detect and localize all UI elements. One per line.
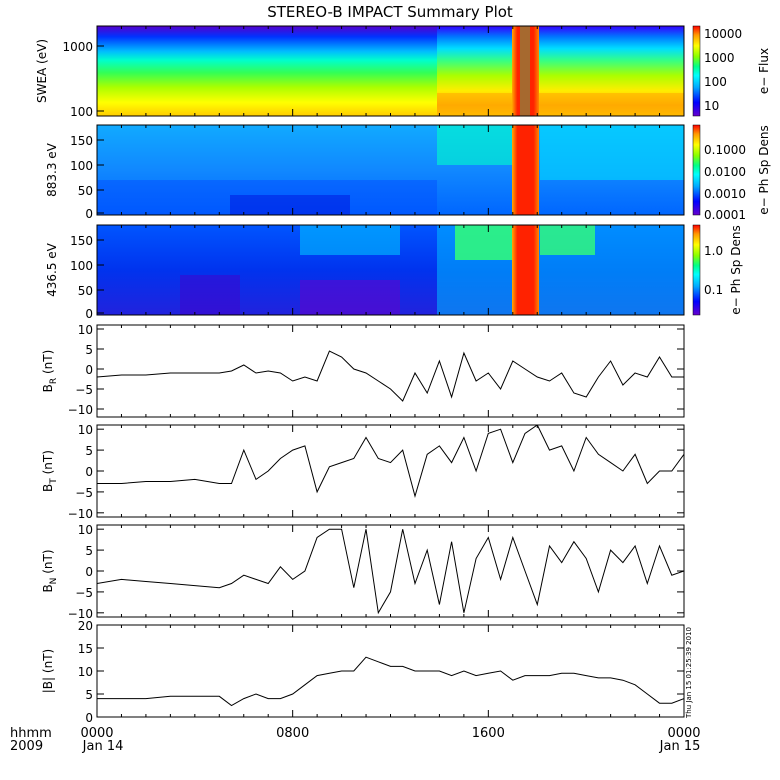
pad-436-colorbar-label: e− Ph Sp Dens	[729, 225, 743, 314]
bn-ytick-label: 0	[85, 565, 93, 579]
bn-ytick-label: −10	[68, 607, 93, 621]
pad-436-ytick-label: 150	[70, 234, 93, 248]
pad-436-purple-patch-b	[300, 280, 400, 315]
pad-883-yticks: 150 100 50 0	[70, 134, 104, 221]
time-tick-label-0800: 0800	[276, 726, 309, 741]
br-panel: 10 5 0 −5 −10 BR (nT)	[41, 323, 685, 418]
pad-883-colorbar-tick: 0.0001	[704, 208, 746, 222]
swea-low-energy-band	[437, 93, 684, 116]
pad-436-spectrogram-panel	[97, 225, 684, 315]
bt-frame	[96, 424, 685, 518]
pad-436-colorbar-tick: 0.1	[704, 283, 723, 297]
date-end-label: Jan 15	[659, 739, 701, 754]
br-ytick-label: 0	[85, 363, 93, 377]
br-ylabel: BR (nT)	[41, 350, 59, 393]
swea-ylabel: SWEA (eV)	[35, 39, 49, 103]
swea-colorbar-tick: 1000	[704, 51, 735, 65]
footer-year-label: 2009	[10, 739, 43, 754]
pad-436-yticks: 150 100 50 0	[70, 234, 104, 321]
time-tick-label-0000-start: 0000	[80, 726, 113, 741]
pad-883-colorbar-tick: 0.0100	[704, 165, 746, 179]
swea-colorbar-tick: 10	[704, 99, 719, 113]
pad-436-ytick-label: 100	[70, 259, 93, 273]
time-tick-label-1600: 1600	[472, 726, 505, 741]
bt-ytick-label: −5	[75, 486, 93, 500]
bt-ytick-label: 5	[85, 444, 93, 458]
footer-hhmm-label: hhmm	[10, 726, 52, 741]
br-ytick-label: −5	[75, 383, 93, 397]
pad-436-green-patch-b	[540, 225, 595, 255]
pad-436-colorbar-tick: 1.0	[704, 244, 723, 258]
pad-883-ylabel: 883.3 eV	[45, 142, 59, 197]
bt-ytick-label: 10	[78, 423, 93, 437]
pad-883-colorbar-tick: 0.1000	[704, 143, 746, 157]
pad-436-ylabel: 436.5 eV	[45, 242, 59, 297]
swea-spectrogram-panel	[97, 26, 684, 116]
pad-436-colorbar	[692, 224, 701, 316]
swea-colorbar-label: e− Flux	[757, 48, 771, 94]
bmag-ytick-label: 20	[78, 619, 93, 633]
swea-colorbar-tick: 100	[704, 75, 727, 89]
bmag-ylabel: |B| (nT)	[41, 649, 55, 693]
swea-colorbar-tick: 10000	[704, 27, 742, 41]
swea-ytick-label: 100	[70, 105, 93, 119]
pad-883-ytick-label: 0	[85, 207, 93, 221]
swea-ytick-label: 1000	[62, 40, 93, 54]
swea-red-band	[512, 26, 539, 116]
pad-883-cyan-patch	[437, 125, 512, 165]
pad-436-purple-patch-a	[180, 275, 240, 315]
bn-frame	[96, 524, 685, 618]
swea-colorbar	[692, 25, 701, 117]
bmag-ytick-label: 15	[78, 642, 93, 656]
bmag-line	[97, 656, 684, 707]
pad-883-dark-patch	[230, 195, 350, 215]
pad-883-colorbar	[692, 124, 701, 216]
plot-title: STEREO-B IMPACT Summary Plot	[267, 3, 513, 21]
br-ytick-label: −10	[68, 403, 93, 417]
date-start-label: Jan 14	[82, 739, 124, 754]
bn-panel: 10 5 0 −5 −10 BN (nT)	[41, 523, 685, 621]
bn-line	[97, 528, 684, 615]
bt-ylabel: BT (nT)	[41, 450, 59, 492]
pad-883-red-band	[512, 125, 539, 215]
bt-line	[97, 425, 684, 498]
bn-ytick-label: 10	[78, 523, 93, 537]
bt-ytick-label: −10	[68, 507, 93, 521]
pad-436-cyan-patch	[300, 225, 400, 255]
bmag-panel: 20 15 10 5 0 |B| (nT)	[41, 619, 685, 725]
pad-883-spectrogram-panel	[97, 125, 684, 215]
pad-883-ytick-label: 50	[78, 184, 93, 198]
pad-436-red-band	[512, 225, 539, 315]
swea-red-band-core	[520, 26, 530, 116]
pad-883-ytick-label: 150	[70, 134, 93, 148]
pad-436-ytick-label: 0	[85, 307, 93, 321]
swea-ytick-100: 100	[70, 105, 104, 119]
pad-883-late-patch	[540, 125, 684, 180]
pad-883-colorbar-label: e− Ph Sp Dens	[757, 125, 771, 214]
br-frame	[96, 324, 685, 418]
bn-ytick-label: −5	[75, 586, 93, 600]
bmag-frame	[96, 624, 685, 718]
swea-spectrogram-early	[97, 26, 437, 116]
br-ytick-label: 5	[85, 343, 93, 357]
bn-ylabel: BN (nT)	[41, 549, 59, 592]
bt-panel: 10 5 0 −5 −10 BT (nT)	[41, 423, 685, 521]
bmag-ytick-label: 10	[78, 665, 93, 679]
plot-timestamp: Thu Jan 15 01:25:39 2010	[685, 627, 693, 719]
bmag-ytick-label: 5	[85, 688, 93, 702]
bn-ytick-label: 5	[85, 544, 93, 558]
bmag-ytick-label: 0	[85, 711, 93, 725]
bt-ytick-label: 0	[85, 465, 93, 479]
swea-ytick-1000: 1000	[62, 40, 104, 54]
magnetic-field-panels: 10 5 0 −5 −10 BR (nT) 10 5 0 −5 −10 BT (nT) 10 5 0 −5 −1…	[41, 323, 685, 725]
pad-436-green-patch-a	[455, 225, 512, 260]
pad-883-ytick-label: 100	[70, 159, 93, 173]
time-axis-ticks	[96, 26, 685, 717]
pad-436-ytick-label: 50	[78, 284, 93, 298]
time-tick-label-0000-end: 0000	[667, 726, 700, 741]
br-ytick-label: 10	[78, 323, 93, 337]
pad-883-colorbar-tick: 0.0010	[704, 187, 746, 201]
br-line	[97, 350, 684, 402]
